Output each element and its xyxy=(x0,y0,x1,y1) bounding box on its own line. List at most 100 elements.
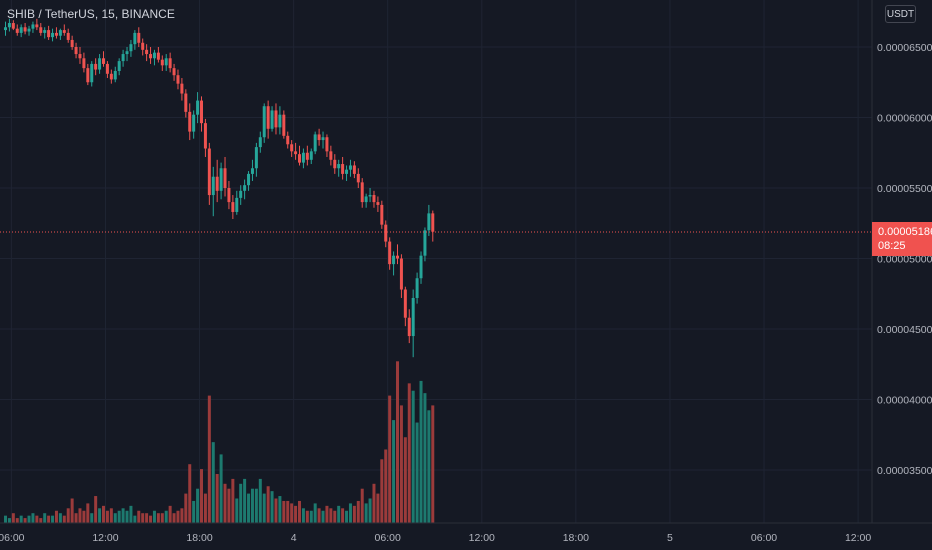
candle-body xyxy=(47,30,51,38)
volume-bar xyxy=(427,410,431,523)
volume-bar xyxy=(176,510,180,523)
volume-bar xyxy=(66,508,70,523)
currency-button[interactable]: USDT xyxy=(885,5,916,23)
candle-body xyxy=(82,58,86,69)
volume-bar xyxy=(348,503,352,523)
price-tick-label: 0.00003500 xyxy=(877,465,932,477)
volume-bar xyxy=(23,518,27,523)
volume-bar xyxy=(86,503,90,523)
candle-body xyxy=(305,152,309,160)
candle-body xyxy=(31,24,35,29)
candle-body xyxy=(109,73,113,80)
volume-bar xyxy=(47,515,51,523)
candle-body xyxy=(266,106,270,129)
volume-bar xyxy=(11,513,15,523)
candle-body xyxy=(27,28,31,32)
candle-body xyxy=(35,24,39,28)
candle-body xyxy=(227,188,231,203)
time-tick-label: 06:00 xyxy=(375,532,401,544)
volume-bar xyxy=(78,508,82,523)
volume-bar xyxy=(431,405,435,523)
volume-bar xyxy=(192,500,196,523)
candle-body xyxy=(102,58,105,64)
price-tick-label: 0.00004000 xyxy=(877,395,932,407)
candle-body xyxy=(219,168,223,191)
volume-bar xyxy=(58,513,62,523)
volume-bar xyxy=(403,437,407,523)
volume-bar xyxy=(317,508,321,523)
volume-bar xyxy=(298,500,301,523)
candle-body xyxy=(133,32,137,45)
candle-body xyxy=(415,278,419,298)
volume-bar xyxy=(235,498,239,523)
candle-body xyxy=(376,202,380,205)
volume-bar xyxy=(396,361,399,523)
candle-body xyxy=(78,54,82,59)
time-axis[interactable]: 06:00 12:00 18:00 4 06:00 12:00 18:00 5 06:00 12:… xyxy=(0,532,871,544)
volume-bar xyxy=(15,518,19,523)
volume-bar xyxy=(184,493,188,523)
candle-body xyxy=(345,169,349,174)
candle-body xyxy=(94,63,98,70)
volume-bar xyxy=(19,515,23,523)
candle-body xyxy=(392,255,396,265)
volume-bar xyxy=(239,483,243,523)
volume-bar xyxy=(392,420,396,523)
candle-body xyxy=(19,27,23,33)
volume-bar xyxy=(105,510,109,523)
volume-bar xyxy=(321,510,325,523)
candle-body xyxy=(262,106,266,138)
volume-bar xyxy=(223,483,227,523)
candle-body xyxy=(341,164,345,174)
candle-body xyxy=(43,30,47,33)
chart-grid xyxy=(0,0,872,523)
price-axis[interactable]: 0.00006500 0.00006000 0.00005500 0.00005000… xyxy=(877,42,932,477)
candle-body xyxy=(278,114,282,128)
volume-bar xyxy=(384,449,388,523)
volume-bar xyxy=(352,505,356,523)
volume-bar xyxy=(203,493,207,523)
bar-countdown: 08:25 xyxy=(878,240,906,252)
volume-bar xyxy=(388,395,392,523)
volume-bar xyxy=(356,500,360,523)
candle-body xyxy=(388,241,392,265)
volume-bar xyxy=(301,508,305,523)
candlesticks xyxy=(4,18,435,358)
candle-body xyxy=(105,63,109,74)
volume-bar xyxy=(380,459,384,523)
candle-body xyxy=(360,182,364,203)
candle-body xyxy=(74,47,78,55)
volume-bar xyxy=(411,390,415,523)
candle-body xyxy=(243,185,247,191)
candle-body xyxy=(7,23,11,28)
volume-bar xyxy=(54,510,58,523)
volume-bar xyxy=(188,464,192,523)
volume-bar xyxy=(156,513,160,523)
candle-body xyxy=(356,173,360,183)
volume-bar xyxy=(152,510,156,523)
volume-bar xyxy=(309,510,313,523)
last-price-tag: 0.00005186 08:25 xyxy=(872,222,932,256)
candle-body xyxy=(172,68,176,76)
candle-body xyxy=(329,151,333,160)
candle-body xyxy=(309,151,313,160)
volume-bar xyxy=(215,474,219,523)
time-tick-label: 12:00 xyxy=(92,532,118,544)
volume-bar xyxy=(247,493,251,523)
volume-bar xyxy=(39,518,43,523)
candle-body xyxy=(39,27,43,33)
candle-body xyxy=(247,173,251,186)
candle-body xyxy=(4,27,7,31)
price-tick-label: 0.00006500 xyxy=(877,42,932,54)
candle-body xyxy=(235,197,239,212)
time-tick-label: 5 xyxy=(667,532,673,544)
volume-bar xyxy=(4,515,7,523)
volume-bar xyxy=(274,498,278,523)
candle-body xyxy=(168,58,172,69)
candle-body xyxy=(203,123,207,149)
volume-bars xyxy=(4,361,435,523)
volume-bar xyxy=(325,505,329,523)
volume-bar xyxy=(372,483,376,523)
time-tick-label: 06:00 xyxy=(0,532,25,544)
